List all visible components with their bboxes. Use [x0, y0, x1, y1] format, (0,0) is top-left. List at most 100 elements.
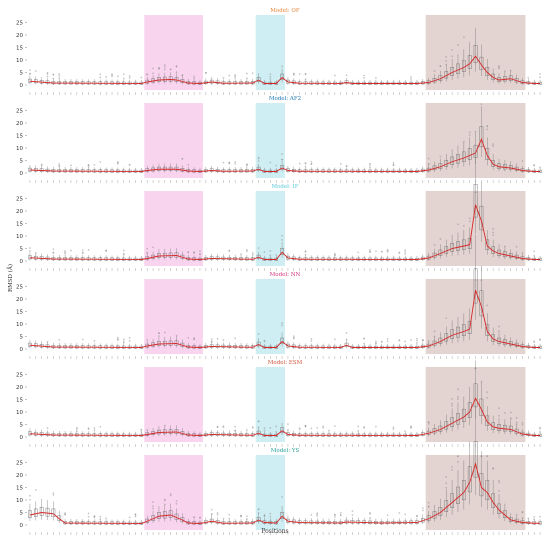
outlier-point — [134, 513, 137, 515]
box — [162, 511, 167, 519]
outlier-point — [181, 74, 184, 76]
box — [280, 165, 284, 170]
outlier-point — [316, 512, 319, 515]
y-tick-label: 5 — [20, 71, 24, 77]
outlier-point — [304, 165, 307, 168]
outlier-point — [504, 412, 506, 414]
box — [485, 415, 490, 426]
outlier-point — [398, 252, 401, 254]
y-tick-label: 0 — [20, 259, 24, 265]
outlier-point — [193, 338, 195, 341]
outlier-point — [316, 515, 319, 517]
outlier-point — [169, 493, 172, 495]
outlier-point — [463, 140, 465, 143]
outlier-point — [427, 421, 430, 424]
outlier-point — [427, 505, 430, 508]
panel-title: Model: ESM — [268, 360, 303, 366]
outlier-point — [58, 73, 61, 75]
box — [174, 340, 179, 346]
outlier-point — [117, 339, 119, 341]
outlier-point — [375, 340, 377, 343]
outlier-point — [52, 251, 55, 254]
box — [286, 432, 290, 436]
outlier-point — [386, 249, 389, 251]
y-tick-label: 10 — [16, 58, 23, 64]
outlier-point — [486, 125, 489, 128]
outlier-point — [504, 245, 506, 248]
outlier-point — [234, 76, 236, 79]
y-tick-label: 10 — [16, 410, 23, 416]
box — [467, 237, 472, 249]
shaded-region-1 — [255, 103, 285, 178]
box — [485, 480, 490, 501]
outlier-point — [246, 165, 248, 167]
median-line — [29, 462, 541, 524]
shaded-region-1 — [255, 191, 285, 266]
y-tick-label: 20 — [16, 473, 23, 479]
median-line — [29, 290, 541, 348]
outlier-point — [164, 499, 166, 502]
box — [456, 486, 460, 504]
outlier-point — [146, 73, 148, 76]
outlier-point — [404, 249, 406, 251]
outlier-point — [117, 161, 119, 163]
box — [51, 508, 56, 517]
box — [28, 510, 32, 518]
outlier-point — [410, 339, 412, 341]
y-tick-label: 15 — [16, 398, 23, 404]
outlier-point — [105, 250, 107, 252]
outlier-point — [122, 253, 125, 256]
outlier-point — [451, 49, 453, 51]
outlier-point — [175, 502, 178, 505]
y-tick-label: 20 — [16, 297, 23, 303]
outlier-point — [246, 77, 248, 80]
y-tick-label: 25 — [16, 285, 23, 291]
outlier-point — [234, 162, 236, 165]
outlier-point — [369, 164, 371, 167]
outlier-point — [128, 337, 131, 339]
outlier-point — [310, 514, 313, 516]
outlier-point — [134, 514, 137, 516]
outlier-point — [304, 250, 307, 253]
outlier-point — [228, 161, 231, 164]
outlier-point — [175, 71, 178, 74]
outlier-point — [164, 68, 166, 71]
y-tick-label: 25 — [16, 461, 23, 467]
box — [462, 239, 466, 250]
outlier-point — [122, 77, 125, 80]
outlier-point — [445, 60, 448, 62]
outlier-point — [416, 515, 418, 517]
box — [256, 430, 261, 435]
outlier-point — [222, 339, 225, 341]
outlier-point — [375, 425, 377, 428]
outlier-point — [210, 513, 213, 516]
box — [479, 56, 484, 70]
box — [491, 160, 495, 167]
outlier-point — [509, 411, 512, 414]
outlier-point — [164, 66, 166, 68]
box — [168, 76, 173, 82]
outlier-point — [263, 427, 266, 429]
outlier-point — [269, 427, 272, 429]
outlier-point — [439, 155, 442, 158]
shaded-region-0 — [144, 367, 203, 442]
outlier-point — [416, 339, 418, 342]
outlier-point — [87, 515, 90, 518]
outlier-point — [386, 514, 389, 517]
shaded-region-1 — [255, 367, 285, 442]
outlier-point — [310, 160, 313, 163]
box — [485, 239, 490, 250]
outlier-point — [140, 428, 143, 431]
outlier-point — [58, 163, 61, 165]
outlier-point — [128, 75, 131, 77]
outlier-point — [257, 333, 260, 335]
y-tick-label: 20 — [16, 385, 23, 391]
outlier-point — [422, 339, 424, 342]
outlier-point — [35, 489, 37, 491]
outlier-point — [246, 429, 248, 431]
outlier-point — [480, 380, 483, 383]
box — [286, 79, 290, 84]
outlier-point — [281, 324, 283, 327]
outlier-point — [64, 251, 66, 254]
